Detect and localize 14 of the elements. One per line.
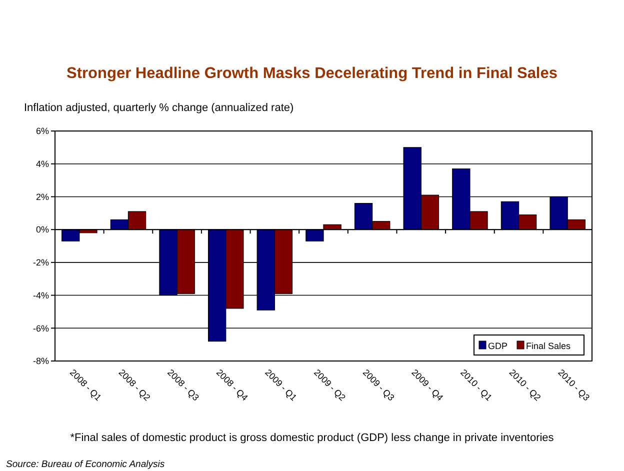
y-tick-label: -8%	[32, 356, 49, 366]
y-tick-label: 2%	[36, 192, 49, 202]
legend-label: Final Sales	[526, 341, 572, 351]
y-tick-label: 4%	[36, 159, 49, 170]
chart-title: Stronger Headline Growth Masks Decelerating Trend in Final Sales	[66, 65, 558, 82]
legend-label: GDP	[488, 341, 508, 351]
y-tick-label: 6%	[36, 126, 49, 136]
y-tick-label: -2%	[32, 258, 49, 268]
y-tick-label: 0%	[36, 224, 49, 235]
y-axis-title: Inflation adjusted, quarterly % change (annualized rate)	[24, 102, 294, 114]
y-tick-label: -4%	[32, 290, 49, 300]
y-tick-label: -6%	[32, 323, 49, 334]
text: *Final sales of domestic product is gross domestic product (GDP) less change in private inventories	[70, 432, 554, 444]
source-note: Source: Bureau of Economic Analysis	[6, 459, 165, 470]
